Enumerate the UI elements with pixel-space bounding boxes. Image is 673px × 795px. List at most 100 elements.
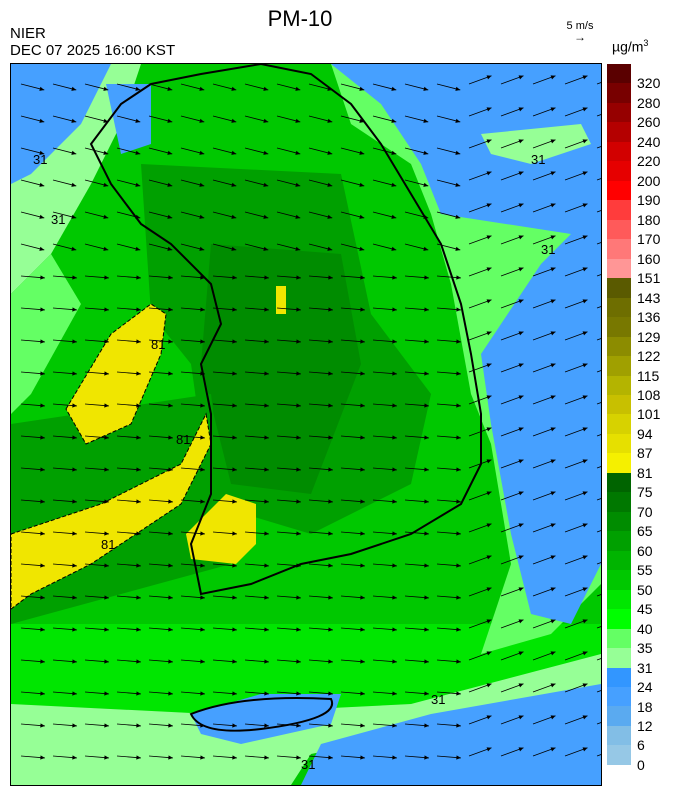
colorbar-segment <box>607 570 631 590</box>
wind-arrow-head <box>582 139 588 144</box>
wind-arrow-head <box>423 150 429 155</box>
wind-arrow-head <box>264 499 269 504</box>
wind-arrow-head <box>72 563 77 568</box>
wind-arrow <box>596 562 601 565</box>
wind-arrow-head <box>167 86 173 91</box>
wind-arrow-head <box>263 246 269 251</box>
wind-arrow-head <box>40 755 45 760</box>
wind-arrow-head <box>135 150 141 155</box>
wind-arrow-head <box>264 691 269 696</box>
colorbar-label: 40 <box>637 620 653 637</box>
colorbar-label: 87 <box>637 445 653 462</box>
wind-arrow-head <box>40 371 45 376</box>
wind-arrow-head <box>582 267 588 272</box>
wind-arrow-head <box>136 659 141 664</box>
wind-arrow-head <box>392 275 397 280</box>
wind-arrow-head <box>359 182 365 187</box>
wind-arrow-head <box>232 371 237 376</box>
wind-arrow-head <box>104 275 109 280</box>
wind-arrow-head <box>360 723 365 728</box>
wind-arrow-head <box>199 246 205 251</box>
wind-arrow-head <box>518 203 524 208</box>
wind-arrow-head <box>486 235 492 240</box>
wind-arrow-head <box>103 118 109 123</box>
wind-arrow-head <box>456 755 461 760</box>
colorbar-segment <box>607 122 631 142</box>
wind-arrow-head <box>550 715 556 720</box>
wind-arrow-head <box>518 299 524 304</box>
wind-arrow-head <box>391 86 397 91</box>
wind-arrow-head <box>328 307 333 312</box>
colorbar-segment <box>607 492 631 512</box>
colorbar-label: 24 <box>637 679 653 696</box>
wind-arrow-head <box>167 182 173 187</box>
wind-arrow-head <box>104 403 109 408</box>
wind-arrow-head <box>40 499 45 504</box>
wind-arrow-head <box>232 595 237 600</box>
wind-arrow-head <box>486 107 492 112</box>
wind-arrow-head <box>518 587 524 592</box>
wind-arrow-head <box>296 499 301 504</box>
colorbar-label: 115 <box>637 367 660 384</box>
wind-arrow-head <box>456 563 461 568</box>
wind-arrow-head <box>392 531 397 536</box>
wind-arrow-head <box>231 118 237 123</box>
wind-arrow-head <box>518 139 524 144</box>
wind-arrow-head <box>200 307 205 312</box>
colorbar-label: 75 <box>637 484 653 501</box>
wind-arrow-head <box>136 403 141 408</box>
wind-arrow-head <box>582 363 588 368</box>
wind-arrow-head <box>392 563 397 568</box>
colorbar-segment <box>607 667 631 687</box>
wind-arrow-head <box>168 627 173 632</box>
unit-sup: 3 <box>643 38 649 48</box>
wind-arrow-head <box>328 531 333 536</box>
wind-arrow-head <box>231 182 237 187</box>
wind-arrow-head <box>456 403 461 408</box>
wind-arrow-head <box>550 459 556 464</box>
wind-arrow-head <box>424 691 429 696</box>
wind-arrow-head <box>72 627 77 632</box>
colorbar-segment <box>607 433 631 454</box>
wind-arrow-head <box>232 755 237 760</box>
wind-arrow-head <box>136 339 141 344</box>
wind-arrow-head <box>486 587 492 592</box>
wind-arrow <box>596 594 601 597</box>
region-blue-east-sea <box>331 64 601 624</box>
wind-arrow-head <box>486 331 492 336</box>
wind-arrow-head <box>360 563 365 568</box>
wind-arrow-head <box>295 86 301 91</box>
wind-arrow-head <box>360 403 365 408</box>
wind-arrow-head <box>168 691 173 696</box>
wind-arrow-head <box>135 246 141 251</box>
wind-arrow-head <box>423 118 429 123</box>
wind-arrow-head <box>456 435 461 440</box>
wind-arrow-head <box>168 435 173 440</box>
wind-arrow-head <box>456 499 461 504</box>
unit-text: µg/m <box>612 38 644 55</box>
colorbar-label: 180 <box>637 211 661 228</box>
wind-arrow-head <box>360 339 365 344</box>
region-blue-south <box>301 684 601 785</box>
wind-arrow-head <box>582 619 588 624</box>
wind-arrow-head <box>518 459 524 464</box>
wind-arrow-head <box>231 86 237 91</box>
wind-arrow-head <box>328 595 333 600</box>
wind-arrow-head <box>423 214 429 219</box>
wind-arrow-head <box>72 307 77 312</box>
colorbar-segment <box>607 141 631 162</box>
wind-arrow-head <box>550 395 556 400</box>
wind-arrow-head <box>391 214 397 219</box>
wind-arrow-head <box>392 307 397 312</box>
wind-arrow-head <box>136 595 141 600</box>
wind-arrow-head <box>456 307 461 312</box>
wind-arrow-head <box>264 755 269 760</box>
wind-arrow-head <box>360 499 365 504</box>
wind-arrow <box>596 754 601 757</box>
wind-arrows <box>20 75 601 760</box>
wind-arrow-head <box>104 627 109 632</box>
wind-arrow-head <box>168 499 173 504</box>
wind-arrow-head <box>104 595 109 600</box>
wind-arrow-head <box>328 755 333 760</box>
wind-arrow-head <box>550 75 556 80</box>
